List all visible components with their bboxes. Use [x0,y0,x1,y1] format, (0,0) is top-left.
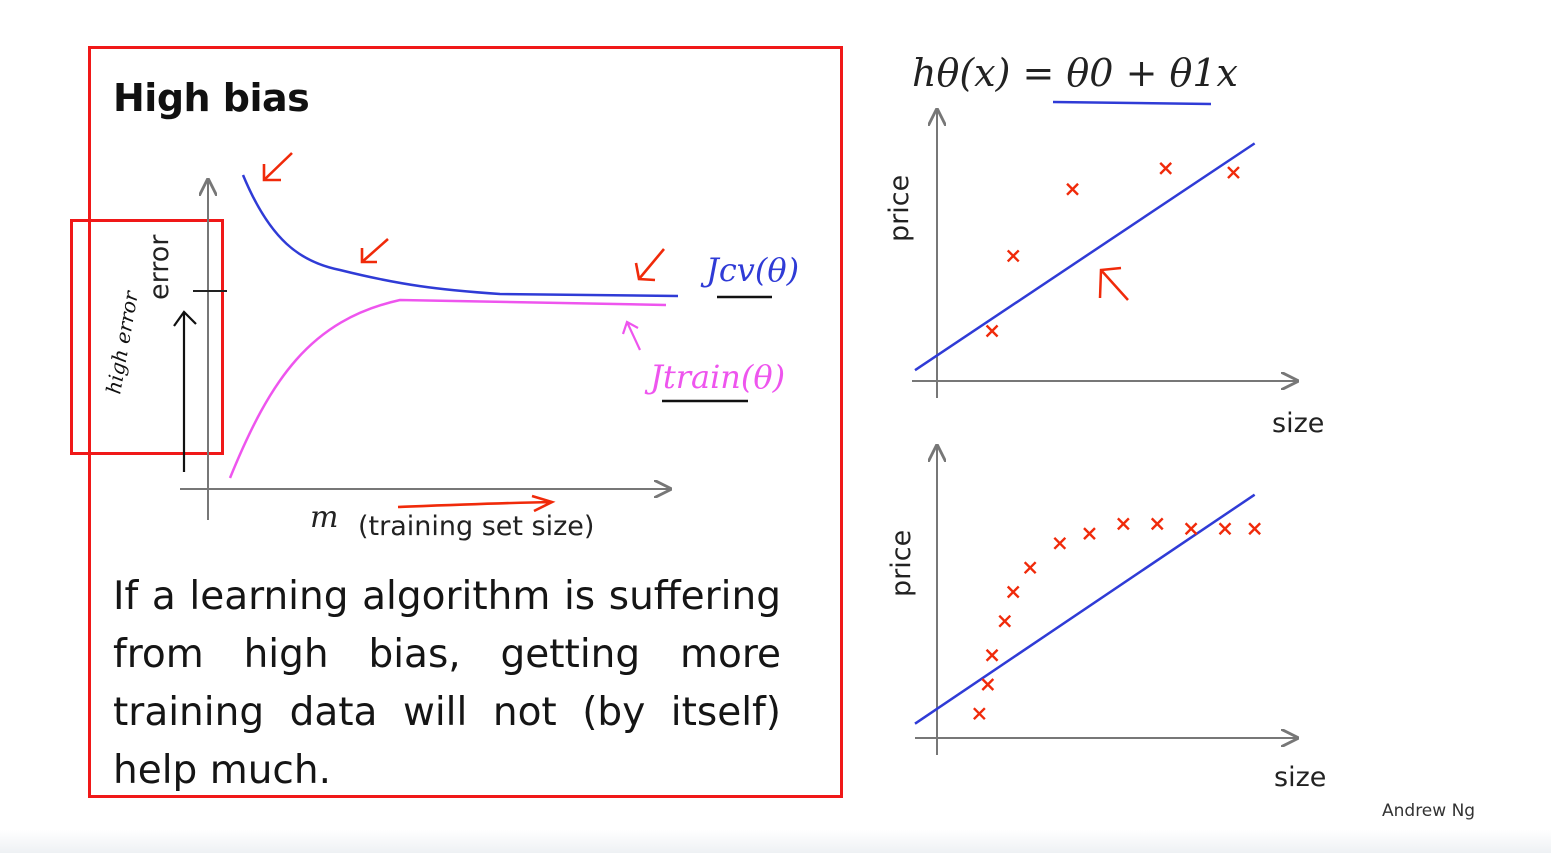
red-arrow-right [397,494,556,513]
cv-error-curve [241,174,679,298]
top-ylabel: price [884,175,915,242]
data-point-3 [1159,162,1173,175]
highlight-box-yaxis [70,219,224,455]
red-arrow-3 [634,248,665,282]
fit-line [914,493,1256,725]
bottom-xlabel: size [1274,762,1326,793]
data-point-2 [985,648,999,662]
high-error-arrow [173,310,197,472]
data-point-6 [1053,536,1067,550]
fit-line [914,142,1256,372]
data-point-1 [981,678,995,691]
top-xlabel: size [1272,408,1324,439]
author-footer: Andrew Ng [1382,801,1476,821]
data-point-10 [1184,522,1198,536]
data-point-1 [1006,249,1020,263]
data-point-0 [973,707,986,721]
red-arrow-2 [360,238,389,264]
data-point-9 [1150,517,1164,531]
top-annotation-arrow [1098,266,1129,301]
data-point-0 [985,324,999,338]
high-error-annotation: high error [101,288,143,396]
highlight-box-main [88,46,843,798]
scatter-plot-top: price size [884,110,1324,439]
learning-curve-plot: error m (training set size) Jcv(θ) Jtrai… [101,152,799,542]
data-point-7 [1083,527,1096,540]
data-point-3 [998,614,1012,628]
lc-ylabel: error [144,234,175,300]
data-point-4 [1227,166,1240,179]
data-point-12 [1248,522,1261,536]
data-point-5 [1023,561,1037,575]
train-error-curve [228,298,667,479]
train-curve-label: Jtrain(θ) [644,358,785,396]
lc-xlabel-symbol: m [310,500,338,535]
hypothesis-formula: hθ(x) = θ0 + θ1x [912,51,1238,95]
slide-title: High bias [113,76,310,120]
scatter-plot-bottom: price size [886,446,1326,793]
data-point-4 [1006,585,1020,599]
data-point-2 [1066,182,1079,196]
data-point-11 [1218,522,1232,536]
red-arrow-1 [262,152,293,182]
data-point-8 [1117,517,1130,531]
lc-xlabel-text: (training set size) [358,511,594,542]
train-label-pointer [621,320,641,351]
cv-curve-label: Jcv(θ) [700,251,799,289]
slide-body-text: If a learning algorithm is suffering fro… [113,574,781,793]
hypothesis-underline [1052,100,1212,106]
video-bottom-bar [0,830,1551,853]
bottom-ylabel: price [886,530,917,597]
